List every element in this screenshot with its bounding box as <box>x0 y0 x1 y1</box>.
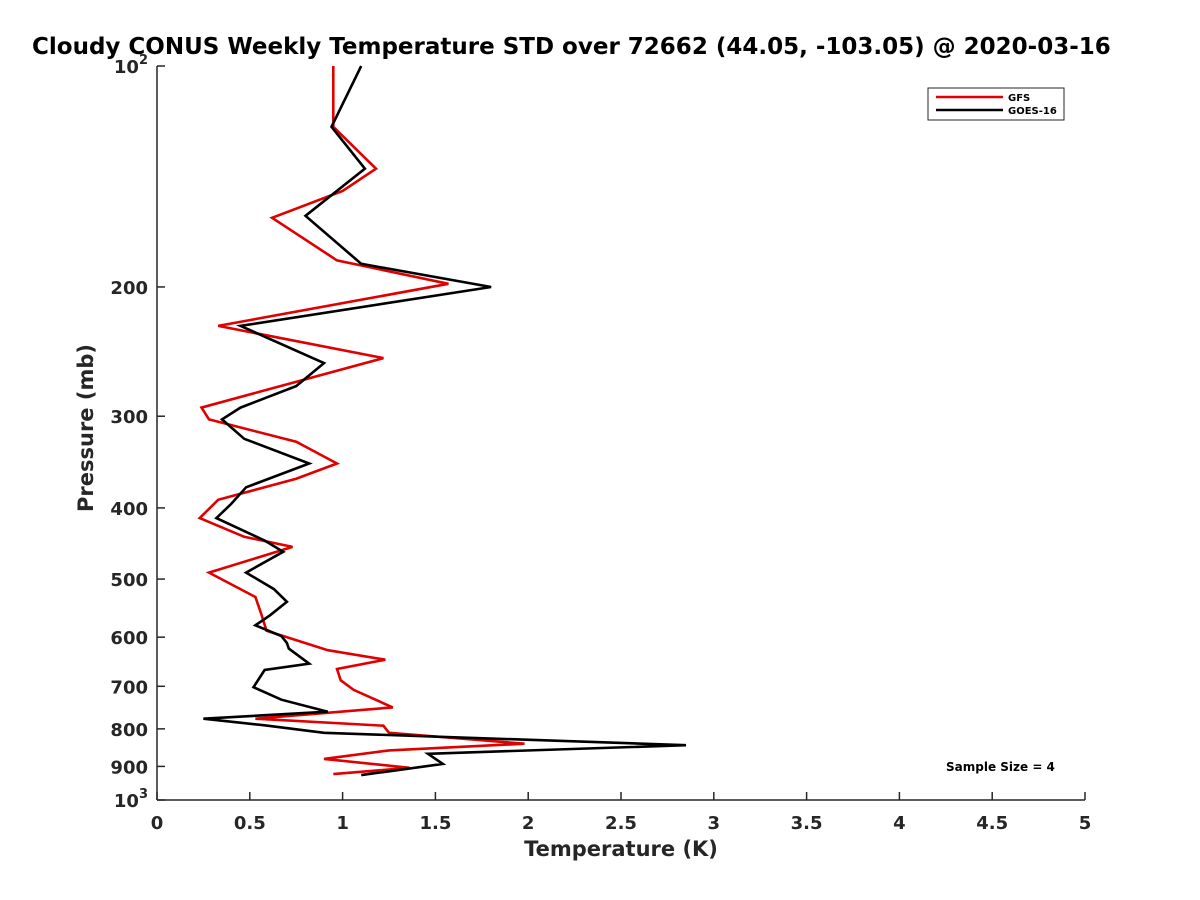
y-axis-label: Pressure (mb) <box>74 344 98 512</box>
x-tick-label: 0.5 <box>234 813 266 834</box>
y-tick-label: 700 <box>110 677 148 698</box>
y-tick-base: 10 <box>114 57 139 78</box>
y-tick-label: 102 <box>114 53 148 78</box>
x-tick-label: 2 <box>522 813 535 834</box>
y-tick-label: 600 <box>110 628 148 649</box>
plot-area <box>197 65 687 777</box>
y-tick-label: 300 <box>110 407 148 428</box>
x-tick-label: 4 <box>893 813 906 834</box>
x-tick-label: 3 <box>708 813 721 834</box>
legend: GFS GOES-16 <box>927 87 1065 121</box>
x-tick-label: 5 <box>1079 813 1092 834</box>
legend-label: GFS <box>1008 93 1030 104</box>
y-tick-exponent: 3 <box>139 787 148 802</box>
x-axis-label: Temperature (K) <box>524 837 718 861</box>
y-tick-label: 800 <box>110 720 148 741</box>
y-tick-label: 500 <box>110 570 148 591</box>
x-tick-label: 1 <box>336 813 349 834</box>
series-line-goes-16 <box>203 65 687 777</box>
x-tick-label: 0 <box>151 813 164 834</box>
x-axis: 0 0.5 1 1.5 2 2.5 3 3.5 4 4.5 5 <box>151 792 1092 834</box>
chart-title: Cloudy CONUS Weekly Temperature STD over… <box>32 34 1111 60</box>
series-line-gfs <box>197 66 525 776</box>
y-tick-exponent: 2 <box>139 53 148 68</box>
x-tick-label: 3.5 <box>791 813 823 834</box>
legend-label: GOES-16 <box>1008 106 1057 117</box>
y-tick-label: 200 <box>110 278 148 299</box>
y-tick-label: 400 <box>110 499 148 520</box>
y-tick-base: 10 <box>114 791 139 812</box>
x-tick-label: 2.5 <box>605 813 637 834</box>
x-tick-label: 1.5 <box>419 813 451 834</box>
sample-size-annotation: Sample Size = 4 <box>946 760 1055 774</box>
legend-box <box>927 87 1065 121</box>
x-tick-label: 4.5 <box>976 813 1008 834</box>
y-tick-label: 900 <box>110 757 148 778</box>
y-tick-label: 103 <box>114 787 148 812</box>
